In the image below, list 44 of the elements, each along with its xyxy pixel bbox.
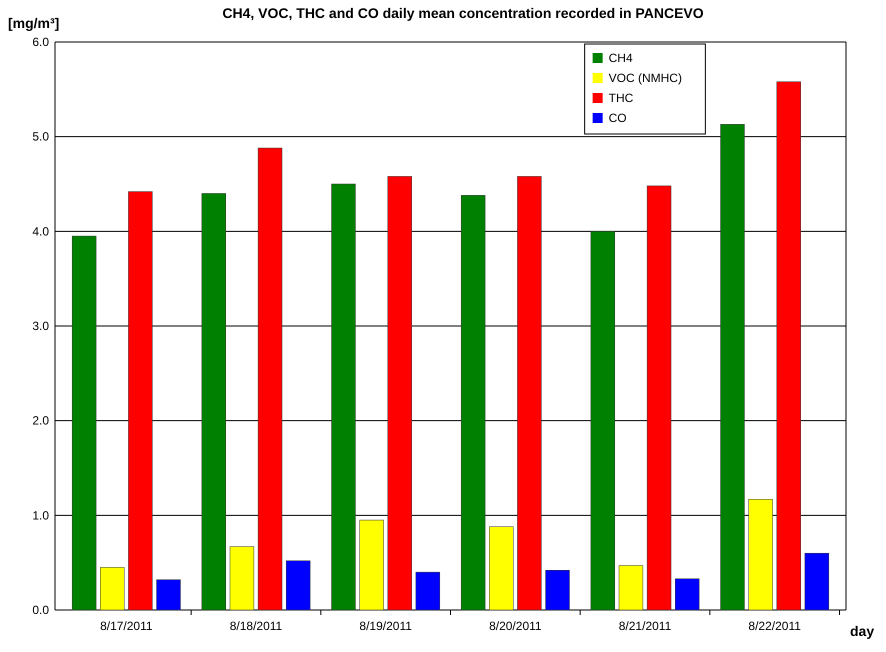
bar bbox=[100, 567, 124, 610]
chart-title: CH4, VOC, THC and CO daily mean concentration recorded in PANCEVO bbox=[222, 5, 704, 21]
bar bbox=[202, 193, 226, 610]
legend-label: VOC (NMHC) bbox=[608, 71, 682, 85]
bar bbox=[128, 191, 153, 610]
bar bbox=[359, 520, 384, 610]
x-tick-label: 8/19/2011 bbox=[359, 619, 412, 633]
x-tick-label: 8/22/2011 bbox=[748, 619, 802, 633]
y-tick-label: 5.0 bbox=[32, 130, 50, 144]
bar bbox=[545, 570, 570, 610]
bar bbox=[460, 195, 486, 610]
y-tick-label: 2.0 bbox=[32, 414, 50, 428]
y-tick-label: 4.0 bbox=[32, 224, 50, 238]
bar bbox=[230, 546, 254, 610]
bar bbox=[804, 552, 830, 610]
x-tick-label: 8/21/2011 bbox=[618, 619, 672, 633]
legend-label: THC bbox=[608, 91, 634, 105]
y-axis-title: [mg/m³] bbox=[8, 15, 60, 31]
y-tick-label: 0.0 bbox=[32, 603, 50, 617]
bar bbox=[776, 82, 801, 610]
bar bbox=[388, 176, 412, 610]
bar bbox=[618, 565, 644, 610]
bar bbox=[416, 572, 440, 610]
y-tick-label: 3.0 bbox=[32, 319, 50, 333]
legend-label: CO bbox=[608, 111, 627, 125]
x-tick-label: 8/20/2011 bbox=[489, 619, 542, 633]
bar bbox=[286, 560, 310, 610]
x-tick-label: 8/17/2011 bbox=[100, 619, 153, 633]
y-tick-label: 6.0 bbox=[32, 35, 50, 49]
bar bbox=[331, 184, 356, 610]
bar bbox=[674, 578, 700, 610]
bar bbox=[646, 186, 672, 610]
x-tick-label: 8/18/2011 bbox=[230, 619, 283, 633]
y-tick-label: 1.0 bbox=[32, 508, 50, 522]
legend-label: CH4 bbox=[608, 51, 633, 65]
bar bbox=[748, 498, 773, 610]
x-axis-title: day bbox=[850, 623, 874, 639]
bar bbox=[489, 526, 514, 610]
bar bbox=[258, 148, 282, 610]
bar bbox=[720, 124, 745, 610]
bar bbox=[156, 579, 181, 610]
bar bbox=[72, 236, 96, 610]
bar bbox=[517, 176, 542, 610]
bar bbox=[590, 231, 616, 610]
